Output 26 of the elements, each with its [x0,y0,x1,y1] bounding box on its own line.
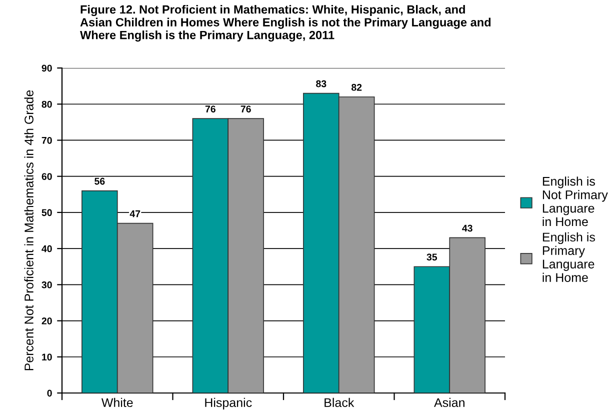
data-label: 82 [351,84,362,91]
x-tick-label: White [101,398,133,408]
x-tick-label: Black [324,398,354,408]
data-label: 47 [130,210,140,218]
y-tick-label: 50 [42,209,52,216]
y-tick-label: 40 [42,245,52,252]
data-label: 35 [426,254,438,261]
data-label: 43 [462,224,472,232]
y-axis-title: Percent Not Proficient in Mathematics in 4th Grade [24,90,34,370]
legend-label: English is Primary Languare in Home [542,232,595,282]
y-tick-label: 70 [42,136,52,144]
data-label: 76 [205,106,216,112]
y-tick-label: 80 [42,100,52,108]
data-label: 83 [316,80,326,88]
y-tick-label: 0 [47,390,52,397]
y-tick-label: 60 [42,173,52,180]
data-label: 76 [240,106,251,112]
legend-label: English is Not Primary Languare in Home [542,176,608,226]
y-tick-label: 20 [42,318,52,324]
x-tick-label: Asian [434,398,464,408]
x-tick-label: Hispanic [205,398,252,410]
y-tick-label: 90 [42,64,52,72]
y-tick-label: 30 [42,281,52,288]
chart-title: Figure 12. Not Proficient in Mathematics: White, Hispanic, Black, and Asian Children in Homes Where English is not the Primary Language and Where English is the Primary Language, 2011 [80,5,491,42]
y-tick-label: 10 [42,354,52,361]
data-label: 56 [94,178,105,185]
